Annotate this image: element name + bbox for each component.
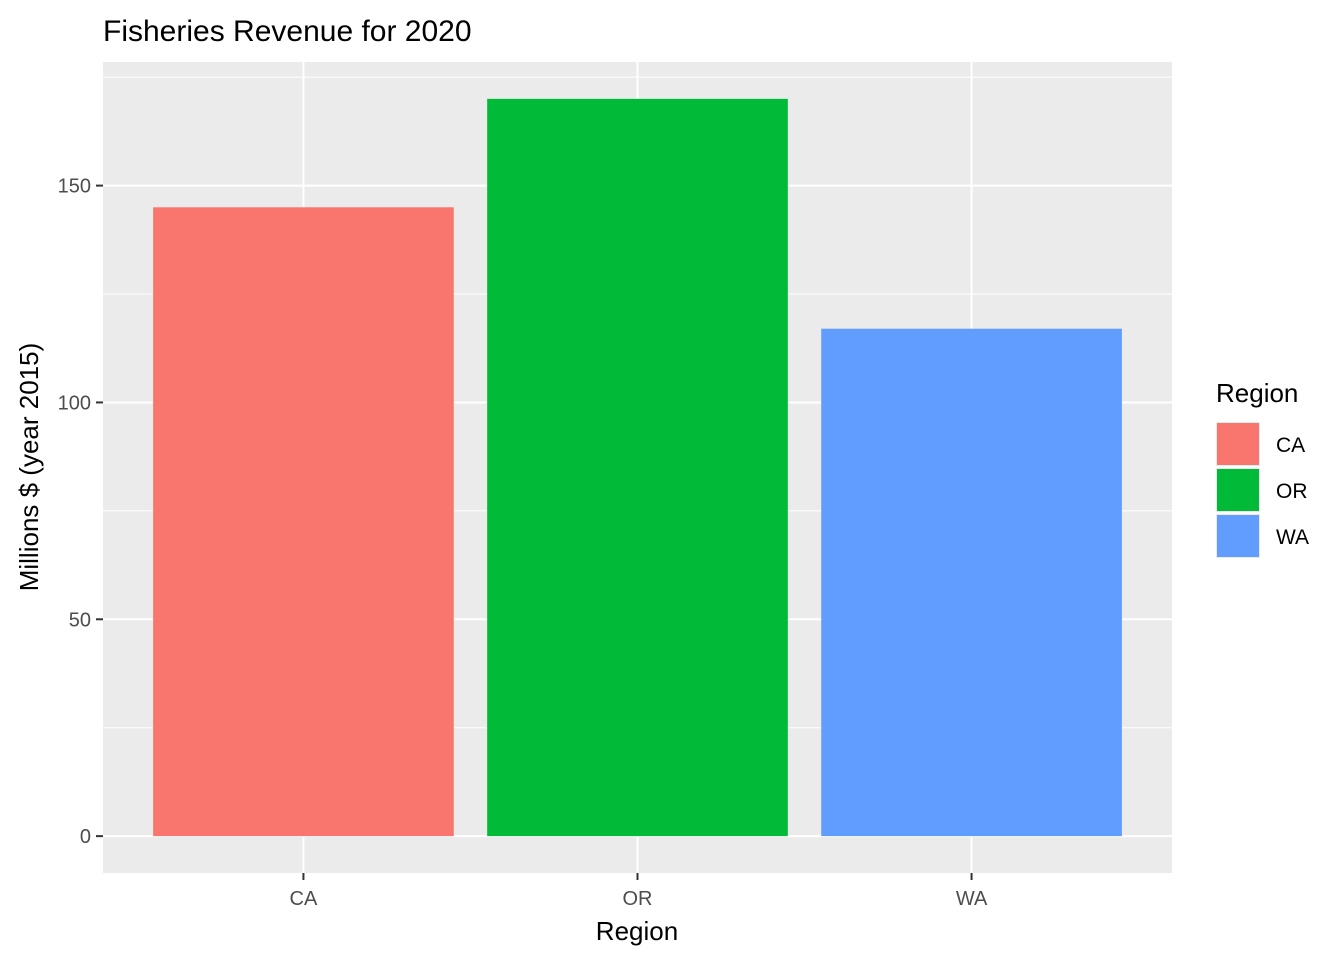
x-tick-label: WA [956,888,988,910]
y-tick-label: 100 [58,392,91,414]
legend-label: OR [1276,480,1308,503]
y-tick-label: 150 [58,176,91,198]
y-axis-label: Millions $ (year 2015) [14,343,44,592]
legend-label: CA [1276,434,1305,457]
legend-key-or [1217,469,1259,511]
y-tick-label: 0 [80,826,91,848]
legend: Region CA OR WA [1216,378,1309,558]
legend-label: WA [1276,526,1309,549]
legend-key-ca [1217,423,1259,465]
x-tick-label: OR [623,888,653,910]
bar-wa [821,328,1122,837]
bar-or [487,98,788,837]
bar-ca [153,207,454,837]
legend-key-wa [1217,515,1259,557]
bars [153,98,1122,837]
legend-title: Region [1216,378,1298,408]
x-tick-label: CA [290,888,318,910]
chart-title: Fisheries Revenue for 2020 [103,15,472,48]
y-axis: 0 50 100 150 [58,176,103,848]
y-tick-label: 50 [69,609,91,631]
x-axis-label: Region [596,916,678,946]
x-axis: CA OR WA [290,873,988,910]
